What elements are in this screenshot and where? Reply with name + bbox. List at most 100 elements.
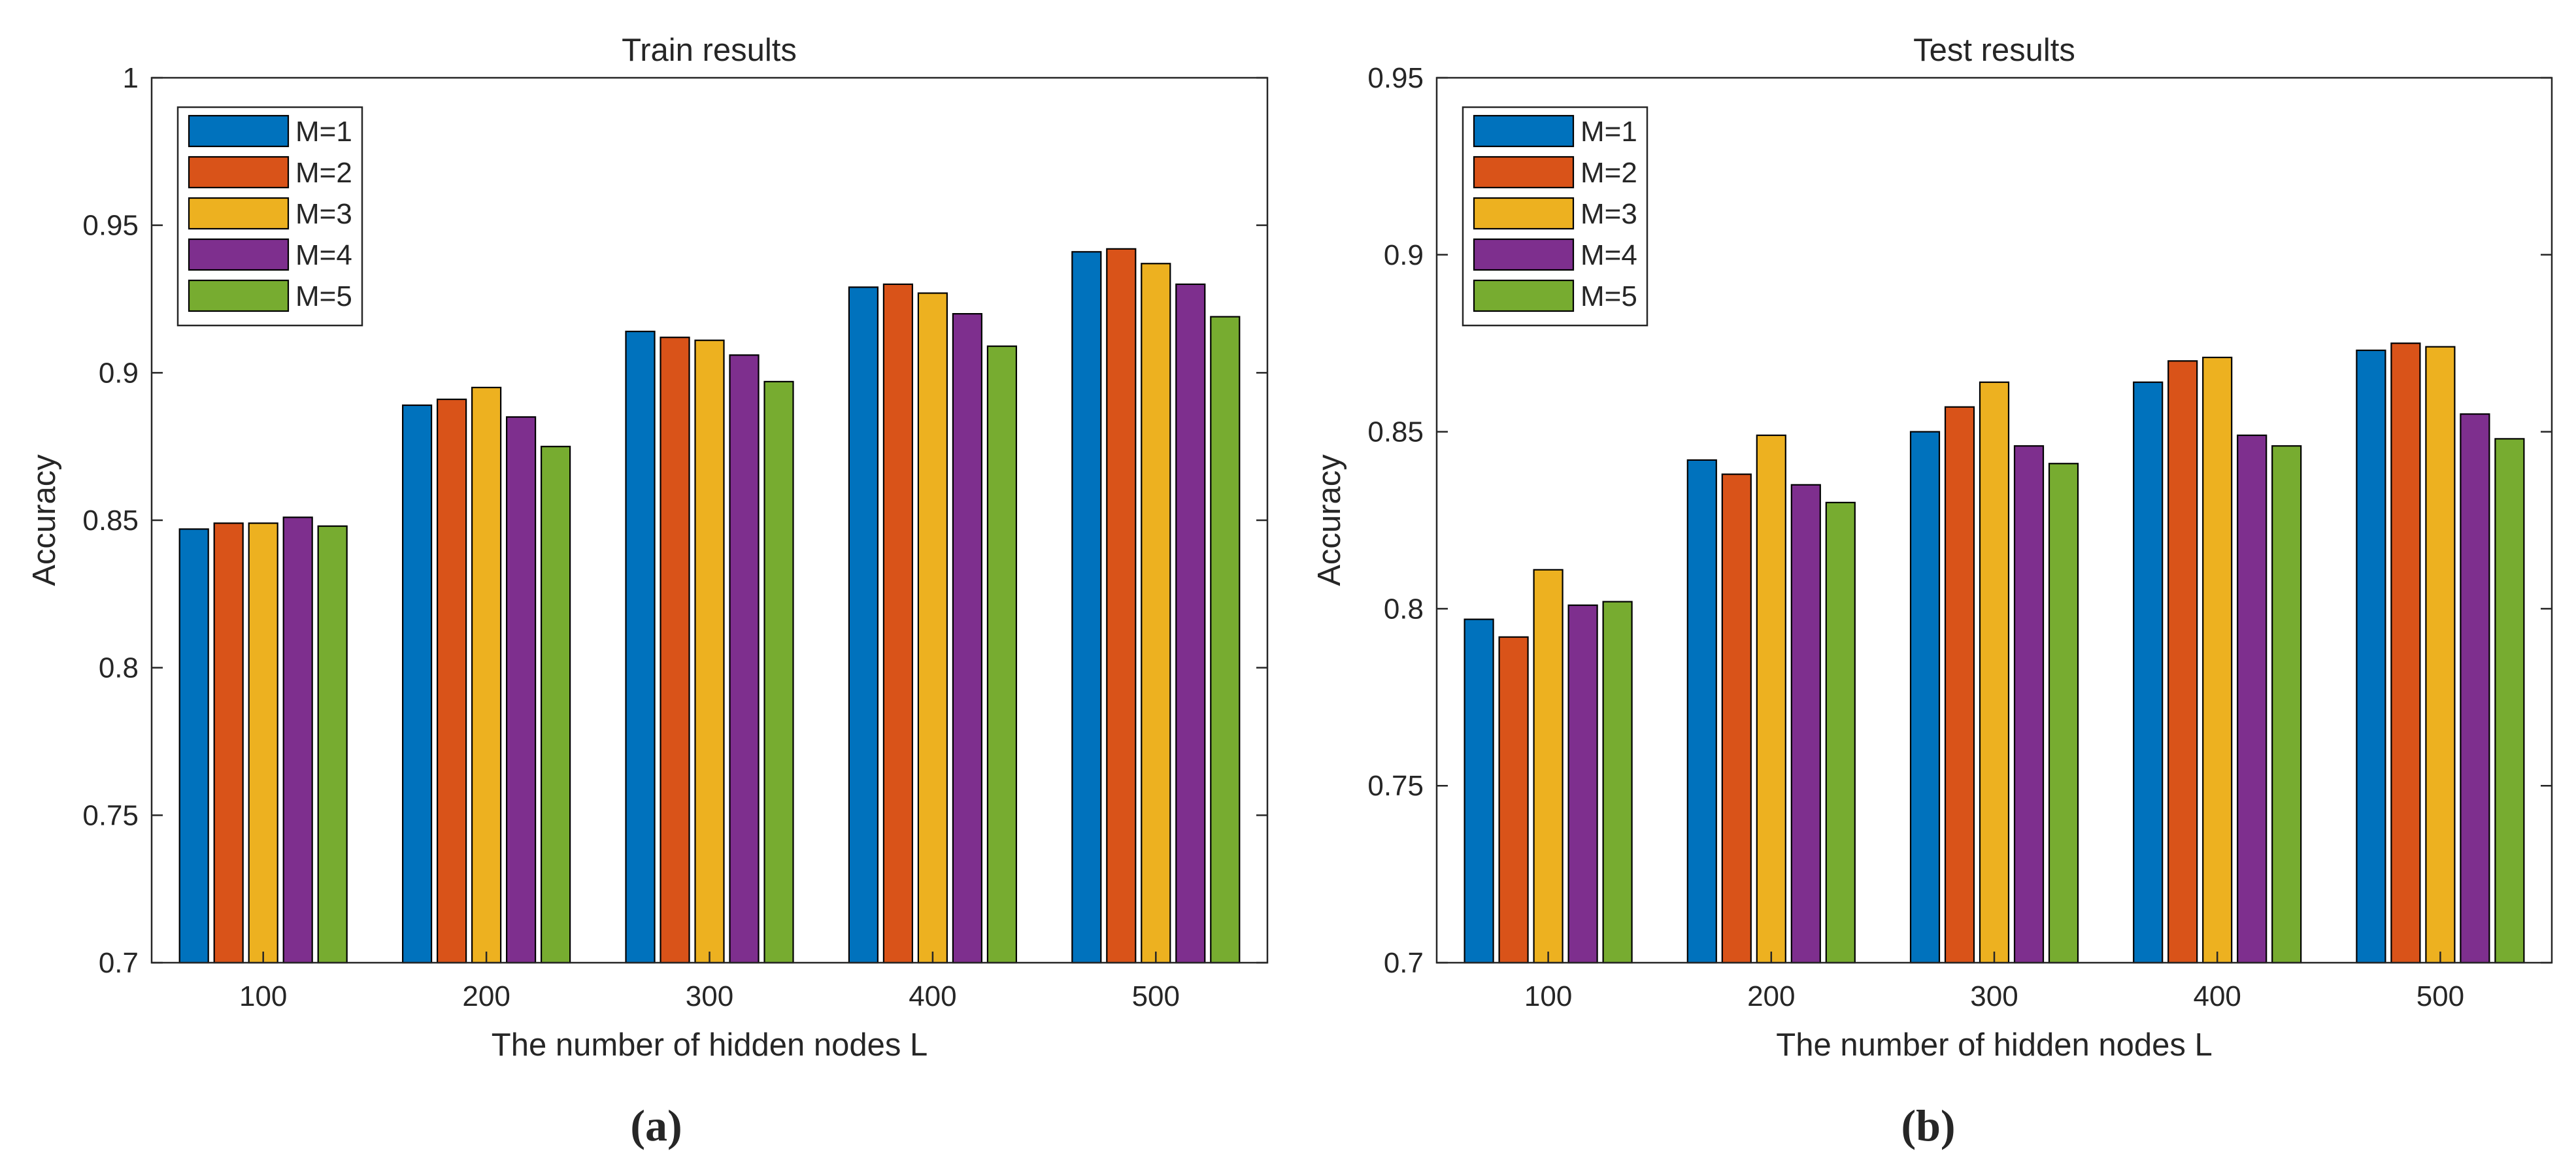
bar-M4-100	[1567, 604, 1598, 964]
legend-label-M5: M=5	[295, 280, 352, 312]
bar-M4-500	[2460, 413, 2490, 964]
bar-M3-200	[1756, 434, 1786, 964]
legend-label-M3: M=3	[1581, 198, 1637, 230]
bar-M2-300	[660, 337, 690, 964]
bar-M1-100	[178, 528, 209, 964]
x-tick-label: 500	[2417, 980, 2464, 1012]
bar-M2-200	[1721, 473, 1752, 964]
bar-M4-400	[952, 313, 983, 964]
chart-panel-a: 0.7 0.75 0.8 0.85 0.9 0.95 1 100 200 300 400 500 Tra…	[27, 33, 1269, 1150]
bar-M1-500	[1071, 251, 1102, 964]
bar-M2-100	[213, 522, 244, 964]
bar-M4-200	[1790, 484, 1821, 964]
chart-title: Train results	[622, 33, 797, 68]
y-tick-label: 0.8	[1384, 593, 1424, 625]
legend-swatch-M5	[188, 279, 290, 312]
x-tick-label: 300	[1970, 980, 2018, 1012]
bar-M5-100	[317, 525, 348, 964]
chart-title: Test results	[1913, 33, 2075, 68]
x-tick-label: 300	[686, 980, 733, 1012]
bar-M1-400	[2133, 381, 2164, 964]
bar-M4-300	[729, 354, 760, 964]
x-tick-label: 200	[462, 980, 510, 1012]
bar-M3-100	[248, 522, 278, 964]
x-tick-label: 100	[1524, 980, 1572, 1012]
subfigure-caption: (a)	[630, 1101, 682, 1150]
y-tick-label: 0.75	[82, 799, 139, 831]
x-axis-label: The number of hidden nodes L	[1776, 1027, 2212, 1063]
y-tick-label: 0.95	[82, 210, 139, 242]
bar-M4-400	[2237, 434, 2267, 964]
bar-M2-500	[1106, 248, 1137, 964]
x-axis-label: The number of hidden nodes L	[492, 1027, 928, 1063]
y-tick-label: 0.9	[1384, 239, 1424, 271]
legend-label-M2: M=2	[295, 157, 352, 189]
y-tick-label: 0.9	[99, 357, 139, 389]
x-tick-label: 500	[1132, 980, 1180, 1012]
bar-M2-400	[882, 283, 914, 964]
legend-label-M4: M=4	[295, 239, 352, 271]
bar-M2-500	[2390, 342, 2421, 964]
bar-M2-400	[2167, 360, 2198, 964]
legend-label-M1: M=1	[295, 116, 352, 148]
bar-M3-300	[694, 339, 725, 964]
bar-M5-400	[2271, 445, 2302, 964]
bar-M2-200	[436, 398, 467, 964]
bar-M3-500	[1141, 263, 1171, 964]
legend-label-M4: M=4	[1581, 239, 1637, 271]
legend-label-M5: M=5	[1581, 280, 1637, 312]
bar-M5-200	[540, 446, 571, 964]
y-tick-label: 0.7	[99, 947, 139, 979]
x-tick-label: 200	[1747, 980, 1795, 1012]
legend-swatch-M2	[188, 156, 290, 189]
y-tick-label: 0.8	[99, 652, 139, 684]
bar-M5-500	[1210, 316, 1241, 964]
legend-swatch-M4	[188, 238, 290, 271]
bar-M3-100	[1533, 569, 1564, 964]
bar-M4-200	[505, 416, 537, 964]
bar-M5-200	[1825, 501, 1856, 964]
bar-M2-300	[1944, 406, 1975, 964]
legend-swatch-M1	[188, 114, 290, 148]
bar-M5-300	[763, 380, 794, 964]
bar-M1-200	[401, 404, 433, 964]
bar-M1-300	[1909, 431, 1941, 964]
bar-M4-500	[1175, 283, 1206, 964]
legend-label-M2: M=2	[1581, 157, 1637, 189]
legend-swatch-M5	[1473, 279, 1575, 312]
legend-swatch-M3	[188, 197, 290, 230]
bar-M1-400	[848, 286, 879, 964]
bar-M3-400	[2202, 356, 2233, 964]
bar-M3-300	[1979, 381, 2010, 964]
bar-M1-300	[625, 331, 656, 964]
y-tick-label: 1	[123, 62, 139, 94]
x-tick-label: 100	[239, 980, 287, 1012]
y-tick-label: 0.7	[1384, 947, 1424, 979]
bar-M4-100	[282, 516, 313, 964]
legend-swatch-M3	[1473, 197, 1575, 230]
y-tick-label: 0.95	[1367, 62, 1424, 94]
y-tick-label: 0.75	[1367, 770, 1424, 802]
y-axis-label: Accuracy	[1312, 454, 1347, 586]
x-tick-label: 400	[2193, 980, 2241, 1012]
bar-M4-300	[2013, 445, 2045, 964]
bar-M3-400	[917, 292, 948, 964]
x-tick-label: 400	[909, 980, 956, 1012]
legend: M=1 M=2 M=3 M=4 M=5	[1462, 106, 1648, 327]
bar-M5-100	[1602, 601, 1633, 964]
bar-M3-200	[471, 386, 502, 964]
legend-swatch-M2	[1473, 156, 1575, 189]
legend-swatch-M1	[1473, 114, 1575, 148]
legend-label-M3: M=3	[295, 198, 352, 230]
chart-panel-b: 0.7 0.75 0.8 0.85 0.9 0.95 100 200 300 400 500 Test…	[1312, 33, 2553, 1150]
bar-M1-500	[2356, 349, 2386, 964]
subfigure-caption: (b)	[1901, 1101, 1955, 1150]
bar-M3-500	[2425, 346, 2456, 964]
legend: M=1 M=2 M=3 M=4 M=5	[176, 106, 363, 327]
y-axis-label: Accuracy	[27, 454, 62, 586]
legend-label-M1: M=1	[1581, 116, 1637, 148]
bar-M5-500	[2494, 438, 2525, 964]
legend-swatch-M4	[1473, 238, 1575, 271]
bar-M1-100	[1464, 618, 1494, 964]
